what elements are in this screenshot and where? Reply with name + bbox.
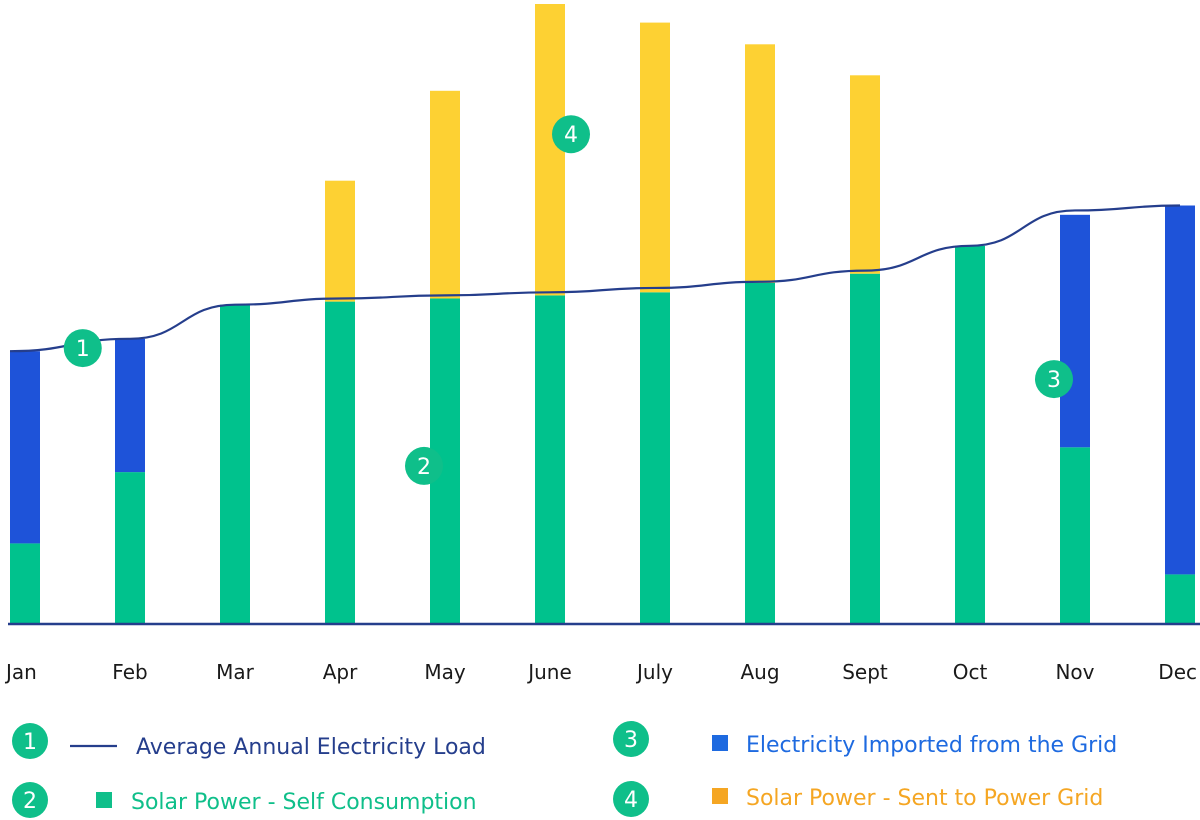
legend-label-imported: Electricity Imported from the Grid: [746, 733, 1117, 758]
bar-jan-series-2: [10, 351, 40, 544]
bar-july-series-3: [640, 22, 670, 293]
x-tick-label-mar: Mar: [216, 660, 255, 684]
legend-label-sent-to-grid: Solar Power - Sent to Power Grid: [746, 786, 1103, 811]
legend-badge-4: [613, 781, 649, 817]
callout-number: 2: [417, 455, 431, 480]
legend-item-4: 4 Solar Power - Sent to Power Grid: [613, 781, 1103, 817]
legend-badge-number: 3: [624, 728, 638, 753]
bar-june-series-1: [535, 295, 565, 624]
legend-badge-3: [613, 721, 649, 757]
bar-dec-series-1: [1165, 574, 1195, 624]
x-tick-label-apr: Apr: [323, 660, 358, 684]
bar-nov-series-2: [1060, 214, 1090, 448]
x-tick-label-dec: Dec: [1158, 660, 1197, 684]
chart-callout-3: 3: [1035, 360, 1073, 399]
legend-label-self-consumption: Solar Power - Self Consumption: [131, 790, 477, 815]
x-tick-label-sept: Sept: [842, 660, 888, 684]
legend-item-1: 1 Average Annual Electricity Load: [12, 723, 486, 760]
legend-square-symbol: [712, 735, 728, 751]
legend-badge-2: [12, 782, 48, 818]
bar-june-series-3: [535, 4, 565, 296]
callout-badge: [552, 115, 590, 154]
x-tick-label-jan: Jan: [4, 660, 37, 684]
chart-callout-1: 1: [63, 329, 102, 368]
bar-nov-series-1: [1060, 447, 1090, 624]
callout-badge: [405, 446, 443, 485]
x-tick-label-may: May: [424, 660, 466, 684]
callout-number: 1: [76, 337, 90, 362]
x-tick-label-july: July: [635, 660, 673, 684]
bar-dec-series-2: [1165, 205, 1195, 575]
bars-group: [10, 4, 1195, 625]
bar-mar-series-1: [220, 304, 250, 624]
bar-july-series-1: [640, 292, 670, 624]
x-tick-label-feb: Feb: [112, 660, 147, 684]
bar-oct-series-1: [955, 245, 985, 625]
legend-square-symbol: [96, 792, 112, 808]
chart-callout-2: 2: [405, 446, 443, 485]
legend-square-symbol: [712, 788, 728, 804]
average-load-line: [9, 204, 1181, 353]
x-axis-tick-labels: Jan Feb Mar Apr May June July Aug Sept Oct Nov Dec: [4, 660, 1197, 684]
bar-jan-series-1: [10, 543, 40, 624]
chart-callouts: 1 2 3 4: [63, 115, 1073, 485]
bar-aug-series-1: [745, 283, 775, 624]
callout-badge: [63, 329, 102, 368]
callout-badge: [1035, 360, 1073, 399]
chart-callout-4: 4: [552, 115, 590, 154]
x-tick-label-aug: Aug: [740, 660, 779, 684]
legend-label-load: Average Annual Electricity Load: [136, 735, 486, 760]
bar-sept-series-1: [850, 273, 880, 624]
bar-apr-series-3: [325, 180, 355, 302]
legend-badge-number: 4: [624, 788, 638, 813]
bar-aug-series-3: [745, 44, 775, 283]
x-tick-label-nov: Nov: [1055, 660, 1094, 684]
legend-badge-number: 1: [23, 730, 37, 755]
bar-apr-series-1: [325, 301, 355, 624]
bar-feb-series-2: [115, 338, 145, 473]
legend-item-2: 2 Solar Power - Self Consumption: [12, 782, 477, 818]
legend-badge-number: 2: [23, 789, 37, 814]
x-tick-label-oct: Oct: [953, 660, 988, 684]
bar-sept-series-3: [850, 75, 880, 274]
callout-number: 4: [564, 123, 578, 148]
legend-item-3: 3 Electricity Imported from the Grid: [613, 721, 1117, 758]
legend: 1 Average Annual Electricity Load 2 Sola…: [12, 721, 1117, 818]
bar-feb-series-1: [115, 472, 145, 624]
bar-may-series-3: [430, 90, 460, 299]
legend-badge-1: [12, 723, 48, 759]
x-tick-label-june: June: [526, 660, 572, 684]
callout-number: 3: [1047, 368, 1061, 393]
